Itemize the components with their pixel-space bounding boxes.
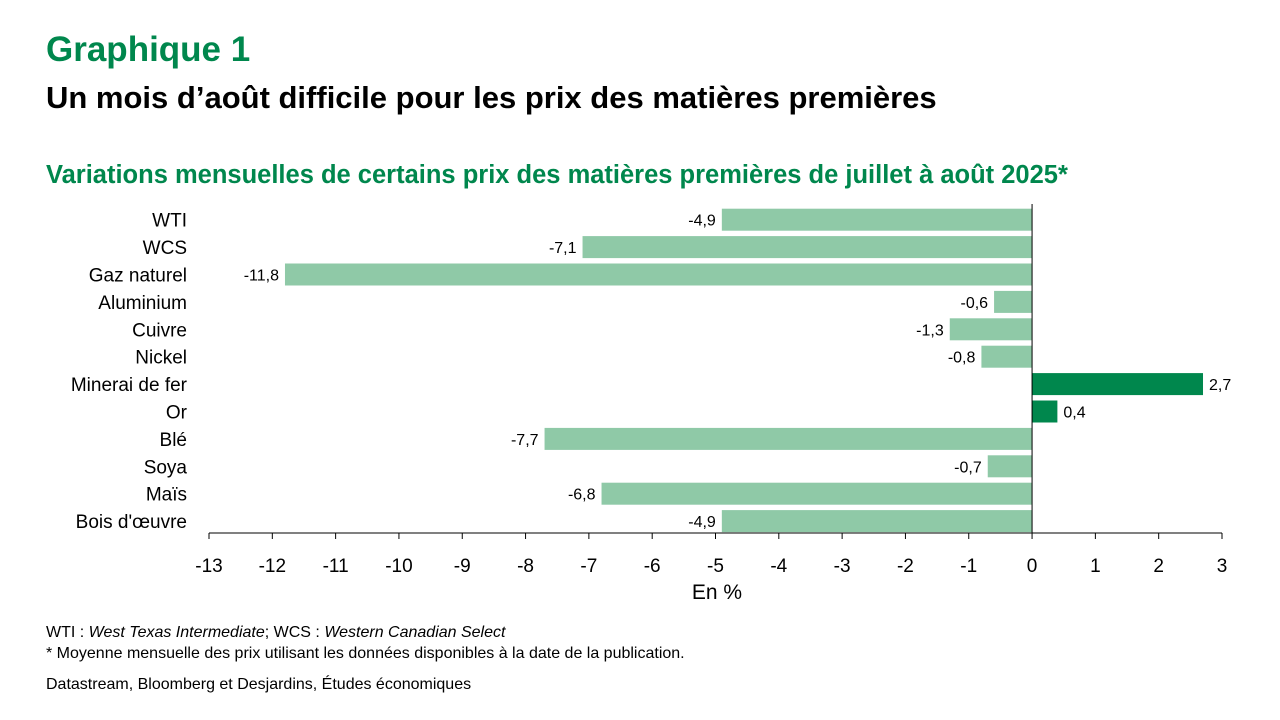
abbreviations-note: WTI : West Texas Intermediate; WCS : Wes… bbox=[46, 624, 505, 642]
x-tick-label: -8 bbox=[517, 556, 534, 577]
x-tick-label: 3 bbox=[1217, 556, 1228, 577]
x-tick-label: 2 bbox=[1153, 556, 1164, 577]
category-label-bois-d-uvre: Bois d'œuvre bbox=[76, 512, 187, 533]
data-label-ble: -7,7 bbox=[511, 432, 539, 449]
x-tick-label: -11 bbox=[323, 556, 349, 577]
data-label-bois-d-uvre: -4,9 bbox=[688, 514, 716, 531]
category-label-gaz-naturel: Gaz naturel bbox=[89, 266, 187, 287]
x-axis-label: En % bbox=[692, 581, 742, 604]
x-tick-label: -9 bbox=[454, 556, 471, 577]
bar-ble bbox=[544, 427, 1033, 450]
bar-wcs bbox=[582, 236, 1033, 259]
data-labels-group: -4,9 -7,1 -11,8 -0,6 -1,3-0,8 2,7 0,4 -7,7 -0,7 -… bbox=[244, 213, 1232, 531]
x-tick-label: -2 bbox=[897, 556, 914, 577]
x-tick-label: -4 bbox=[770, 556, 787, 577]
x-tick-label: -3 bbox=[834, 556, 851, 577]
data-label-aluminium: -0,6 bbox=[960, 295, 988, 312]
x-tick-label: 0 bbox=[1027, 556, 1038, 577]
bar-cuivre bbox=[949, 318, 1033, 341]
bar-bois-d-uvre bbox=[721, 510, 1033, 533]
abbr-wcs-full: Western Canadian Select bbox=[324, 624, 506, 641]
data-label-nickel: -0,8 bbox=[948, 350, 976, 367]
category-label-mai-s: Maïs bbox=[146, 485, 187, 506]
data-label-wti: -4,9 bbox=[688, 213, 716, 230]
data-label-mai-s: -6,8 bbox=[568, 487, 596, 504]
data-label-minerai-de-fer: 2,7 bbox=[1209, 377, 1231, 394]
category-label-or: Or bbox=[166, 403, 188, 424]
bar-minerai-de-fer bbox=[1032, 373, 1204, 396]
x-tick-label: -13 bbox=[195, 556, 222, 577]
x-tick-label: -6 bbox=[644, 556, 661, 577]
x-tick-label: -7 bbox=[580, 556, 597, 577]
data-label-soya: -0,7 bbox=[954, 459, 982, 476]
bar-gaz-naturel bbox=[284, 263, 1033, 286]
abbr-separator: ; WCS : bbox=[264, 624, 325, 641]
data-label-gaz-naturel: -11,8 bbox=[244, 268, 279, 285]
category-label-wcs: WCS bbox=[143, 238, 187, 259]
chart-subtitle: Variations mensuelles de certains prix d… bbox=[46, 161, 1068, 189]
category-label-wti: WTI bbox=[152, 211, 187, 232]
bar-or bbox=[1032, 400, 1058, 423]
category-labels-group: WTI WCS Gaz naturel Aluminium Cuivre Nickel Mi… bbox=[71, 211, 188, 533]
category-label-nickel: Nickel bbox=[135, 348, 187, 369]
category-label-ble: Blé bbox=[160, 430, 187, 451]
source-note: Datastream, Bloomberg et Desjardins, Étu… bbox=[46, 676, 472, 693]
bar-aluminium bbox=[994, 290, 1033, 313]
category-label-minerai-de-fer: Minerai de fer bbox=[71, 375, 188, 396]
data-label-or: 0,4 bbox=[1063, 405, 1085, 422]
page-title: Un mois d’août difficile pour les prix d… bbox=[46, 80, 937, 115]
category-label-cuivre: Cuivre bbox=[132, 320, 187, 341]
bar-wti bbox=[721, 208, 1033, 231]
x-tick-label: -5 bbox=[707, 556, 724, 577]
abbr-wti-full: West Texas Intermediate bbox=[88, 624, 265, 641]
data-label-cuivre: -1,3 bbox=[916, 322, 944, 339]
bar-mai-s bbox=[601, 482, 1033, 505]
figure-label: Graphique 1 bbox=[46, 30, 251, 69]
bar-soya bbox=[987, 455, 1033, 478]
x-axis: -13 -12 -11 -10 -9 -8 -7 -6 -5 -4 -3 -2 -1 0 1 2 3 bbox=[195, 532, 1228, 577]
x-tick-label: -10 bbox=[385, 556, 412, 577]
x-tick-label: -1 bbox=[960, 556, 977, 577]
bar-nickel bbox=[981, 345, 1033, 368]
data-label-wcs: -7,1 bbox=[549, 240, 577, 257]
abbr-wti: WTI : bbox=[46, 624, 89, 641]
x-tick-label: 1 bbox=[1090, 556, 1101, 577]
footnote: * Moyenne mensuelle des prix utilisant l… bbox=[46, 645, 685, 662]
bars-group bbox=[284, 208, 1204, 533]
x-tick-label: -12 bbox=[259, 556, 286, 577]
category-label-aluminium: Aluminium bbox=[98, 293, 187, 314]
category-label-soya: Soya bbox=[144, 457, 188, 478]
